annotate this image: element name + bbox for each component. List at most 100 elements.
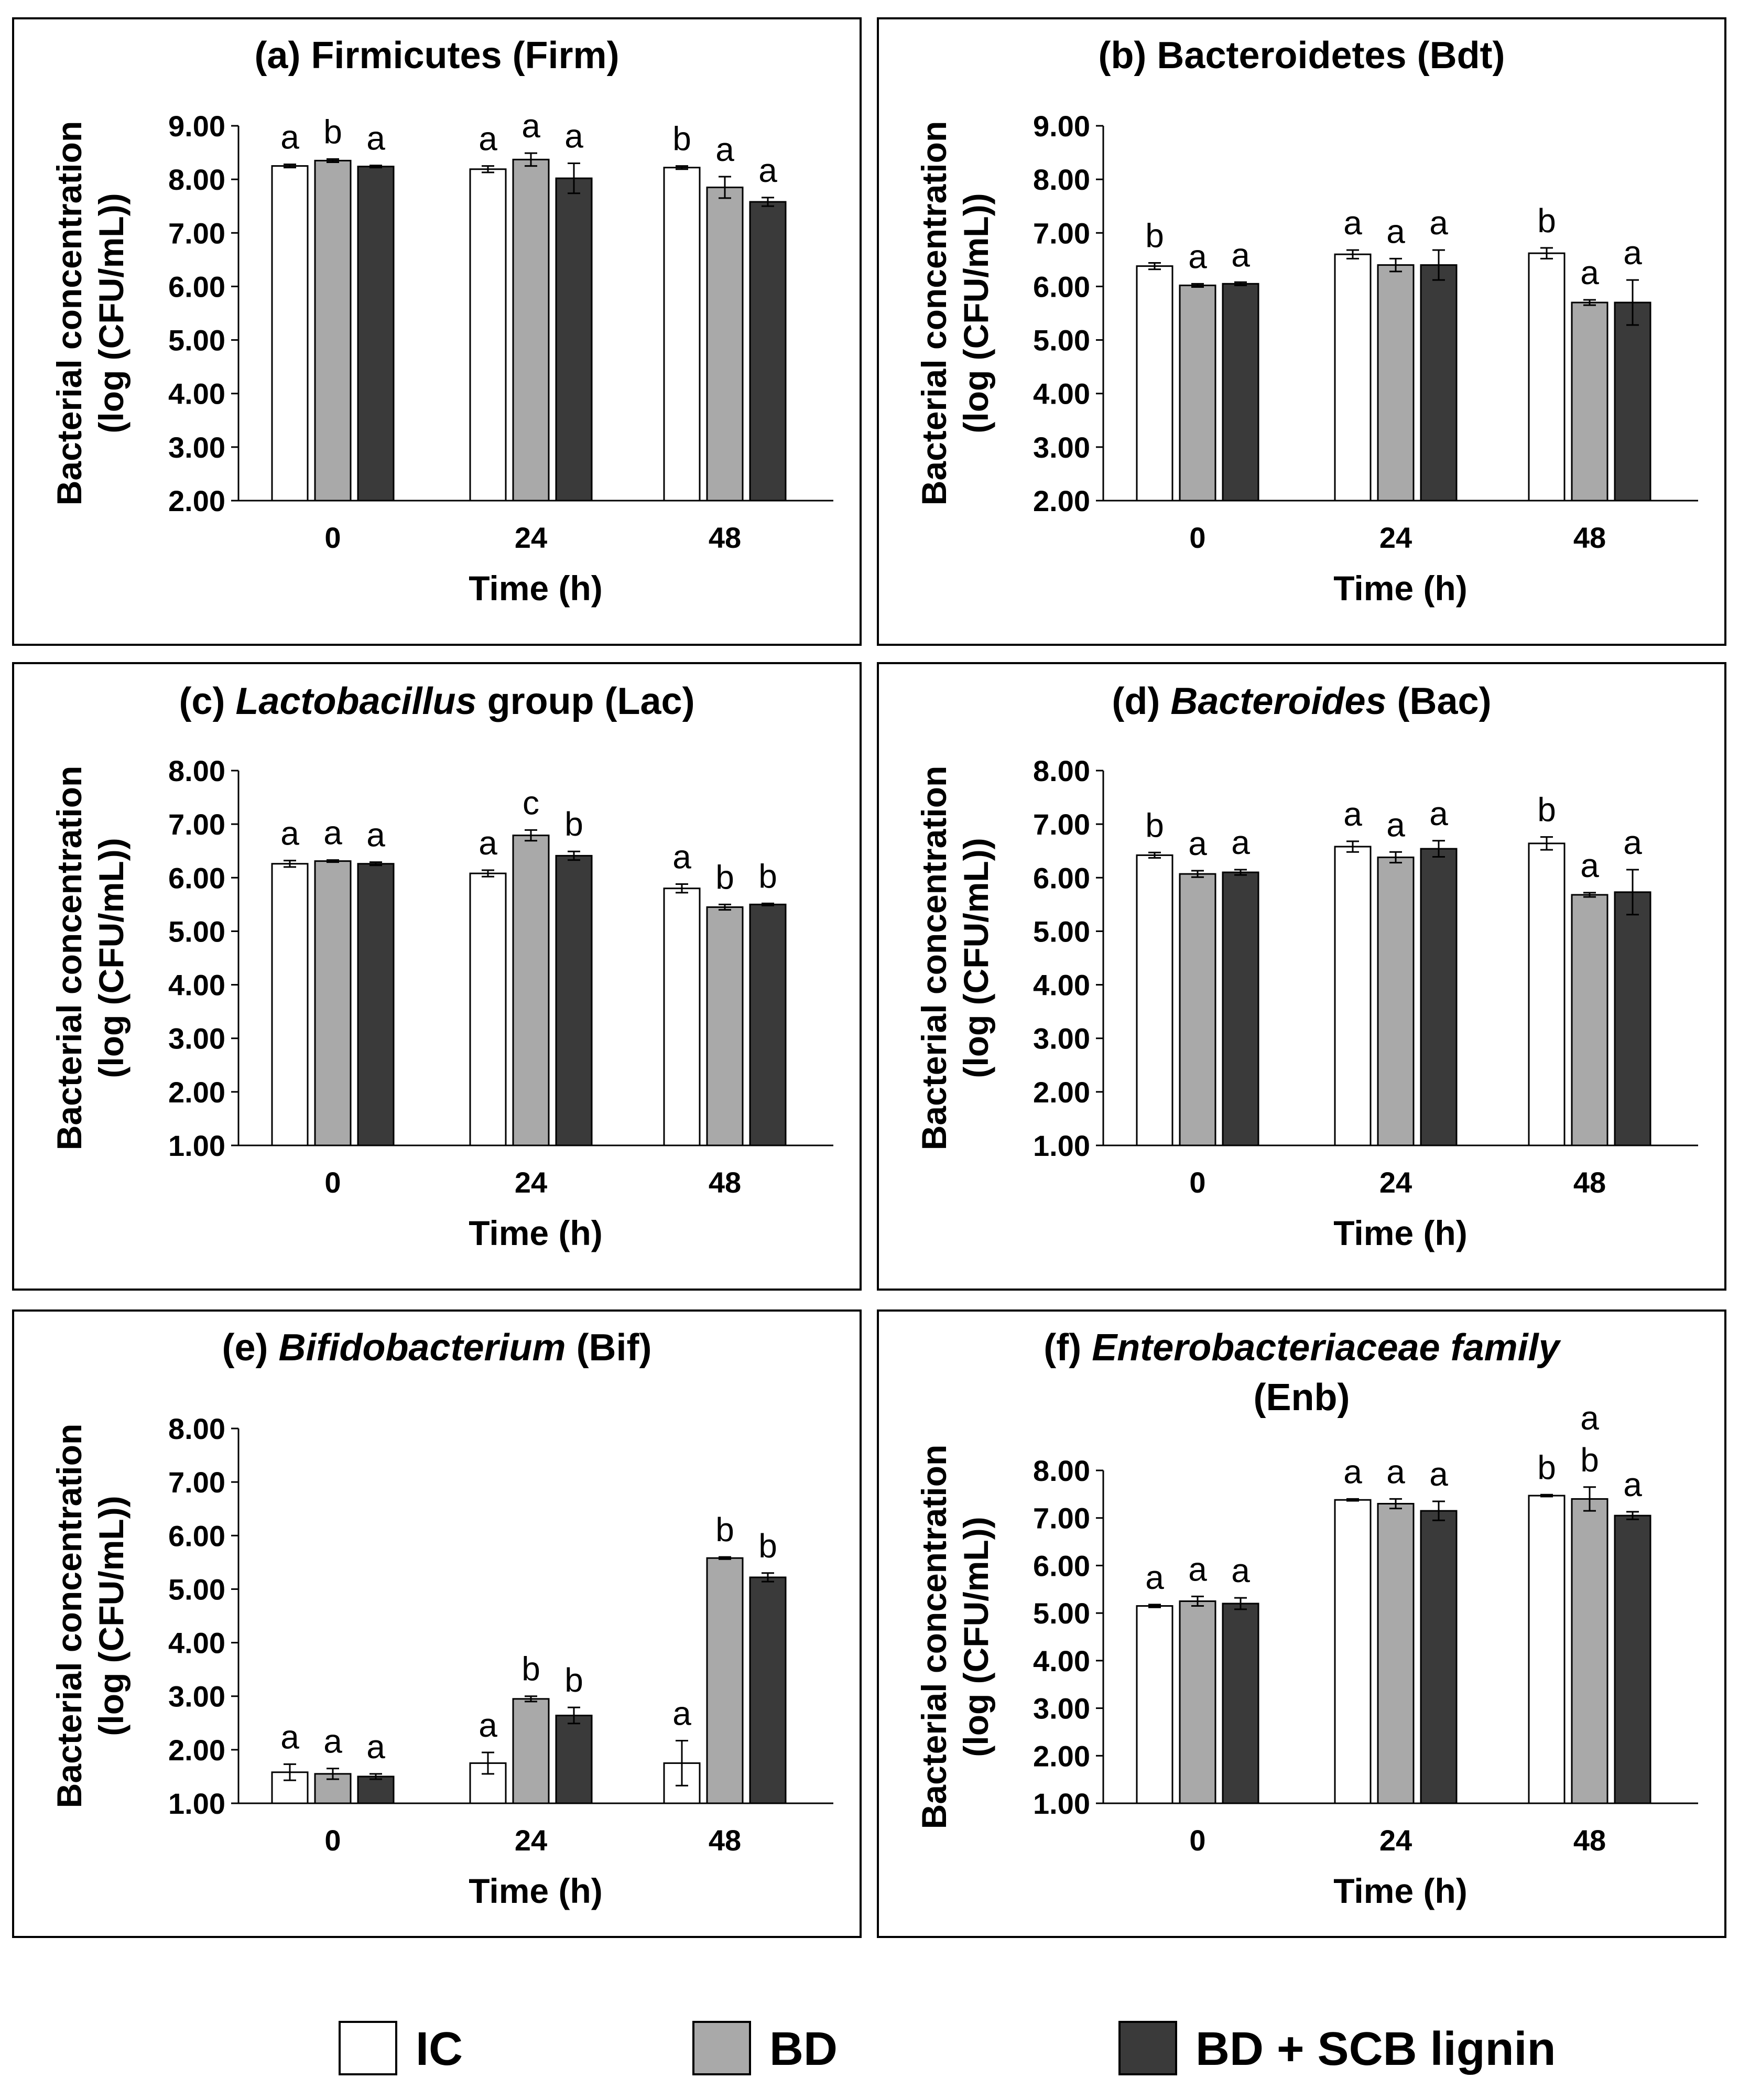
bar <box>749 1576 787 1804</box>
title-italic-part: Bifidobacterium <box>279 1327 566 1369</box>
significance-letter: a <box>1231 1552 1250 1589</box>
x-tick-label: 24 <box>1379 1824 1412 1857</box>
bar <box>1136 1605 1173 1804</box>
title-italic-part: Enterobacteriaceae family <box>1092 1327 1561 1369</box>
x-tick-label: 48 <box>709 1824 741 1857</box>
title-part: group (Lac) <box>477 680 695 722</box>
significance-letter: a <box>521 107 540 145</box>
significance-letter: a <box>479 824 497 862</box>
y-axis-label: Bacterial concentration <box>50 1424 89 1809</box>
y-tick-label: 8.00 <box>168 163 225 196</box>
x-tick-label: 0 <box>1189 521 1205 554</box>
significance-letter: b <box>521 1650 540 1688</box>
y-tick-label: 5.00 <box>1033 324 1090 357</box>
x-tick-label: 24 <box>515 521 547 554</box>
chart-panel-4: (d) Bacteroides (Bac) 1.00 2.00 3.00 4.00 5.0… <box>877 662 1726 1291</box>
y-tick-label: 7.00 <box>1033 217 1090 250</box>
title-italic-part: Lactobacillus <box>235 680 476 722</box>
significance-letter: b <box>1145 806 1164 844</box>
chart-panel-1: (a) Firmicutes (Firm) 2.00 3.00 4.00 5.00 6.0… <box>12 17 862 646</box>
bar <box>1179 873 1216 1146</box>
legend-label: IC <box>416 2023 463 2075</box>
significance-letter: a <box>323 1723 342 1760</box>
legend-swatch <box>692 2021 751 2075</box>
title-part: (b) Bacteroidetes (Bdt) <box>1098 35 1505 77</box>
significance-letter: b <box>1537 202 1556 240</box>
bar <box>271 165 309 502</box>
title-part: (Bac) <box>1387 680 1492 722</box>
chart-panel-6: (f) Enterobacteriaceae family (Enb) 1.00 2.… <box>877 1309 1726 1938</box>
significance-letter: c <box>523 784 539 821</box>
y-axis-label: (log (CFU/mL)) <box>92 838 131 1078</box>
significance-letter: b <box>1145 217 1164 254</box>
y-tick-label: 4.00 <box>1033 969 1090 1002</box>
title-part: (c) <box>179 680 235 722</box>
significance-letter: a <box>1386 806 1405 843</box>
y-tick-label: 6.00 <box>168 1519 225 1552</box>
significance-letter: a <box>564 117 583 155</box>
significance-letter: a <box>1580 1399 1599 1437</box>
y-tick-label: 5.00 <box>1033 1597 1090 1630</box>
y-tick-label: 8.00 <box>1033 1454 1090 1487</box>
bar <box>1528 842 1566 1146</box>
significance-letter: a <box>1145 1558 1164 1596</box>
bar <box>512 158 550 502</box>
bar <box>1222 871 1259 1146</box>
significance-letter: b <box>758 1527 777 1565</box>
x-tick-label: 48 <box>709 521 741 554</box>
x-tick-label: 48 <box>1573 1166 1606 1199</box>
chart-title: (Enb) <box>1254 1377 1350 1419</box>
y-tick-label: 6.00 <box>168 270 225 303</box>
bar <box>357 863 395 1146</box>
y-tick-label: 7.00 <box>168 1466 225 1499</box>
y-axis-label: (log (CFU/mL)) <box>957 1517 995 1757</box>
significance-letter: b <box>564 1661 583 1699</box>
y-tick-label: 2.00 <box>1033 1076 1090 1109</box>
bar <box>706 1557 744 1804</box>
bar <box>1222 283 1259 502</box>
bar <box>1136 854 1173 1146</box>
y-axis-label: Bacterial concentration <box>50 121 89 506</box>
bar <box>1377 856 1415 1146</box>
y-tick-label: 2.00 <box>1033 1739 1090 1772</box>
y-axis-label: (log (CFU/mL)) <box>92 193 131 433</box>
bar <box>271 863 309 1146</box>
chart-title: (f) Enterobacteriaceae family <box>1044 1327 1561 1369</box>
title-part: (f) <box>1044 1327 1092 1369</box>
y-tick-label: 3.00 <box>168 1022 225 1055</box>
significance-letter: a <box>1580 254 1599 291</box>
legend-label: BD + SCB lignin <box>1195 2023 1556 2075</box>
chart-title: (d) Bacteroides (Bac) <box>1112 680 1491 722</box>
significance-letter: a <box>479 1706 497 1744</box>
bar <box>1420 848 1458 1146</box>
y-axis-label: Bacterial concentration <box>50 766 89 1151</box>
significance-letter: a <box>1623 1466 1642 1503</box>
chart-title: (c) Lactobacillus group (Lac) <box>179 680 694 722</box>
bar <box>1377 264 1415 502</box>
x-tick-label: 48 <box>1573 1824 1606 1857</box>
significance-letter: b <box>672 120 691 158</box>
bar <box>1334 1499 1372 1804</box>
bar <box>1420 264 1458 502</box>
y-tick-label: 5.00 <box>1033 915 1090 948</box>
bar <box>512 1698 550 1804</box>
significance-letter: a <box>1188 1550 1207 1588</box>
significance-letter: b <box>564 805 583 843</box>
significance-letter: a <box>366 1728 385 1766</box>
y-axis-label: (log (CFU/mL)) <box>92 1496 131 1736</box>
significance-letter: b <box>715 1511 734 1549</box>
y-tick-label: 1.00 <box>168 1129 225 1162</box>
y-tick-label: 6.00 <box>1033 861 1090 894</box>
title-part: (e) <box>222 1327 279 1369</box>
bar <box>314 860 352 1146</box>
bar <box>1528 252 1566 502</box>
y-tick-label: 3.00 <box>1033 1692 1090 1725</box>
y-tick-label: 2.00 <box>168 1076 225 1109</box>
bar <box>512 835 550 1146</box>
significance-letter: a <box>758 151 777 189</box>
bar <box>663 167 701 502</box>
significance-letter: a <box>1580 847 1599 884</box>
significance-letter: a <box>323 814 342 852</box>
y-tick-label: 9.00 <box>168 110 225 143</box>
